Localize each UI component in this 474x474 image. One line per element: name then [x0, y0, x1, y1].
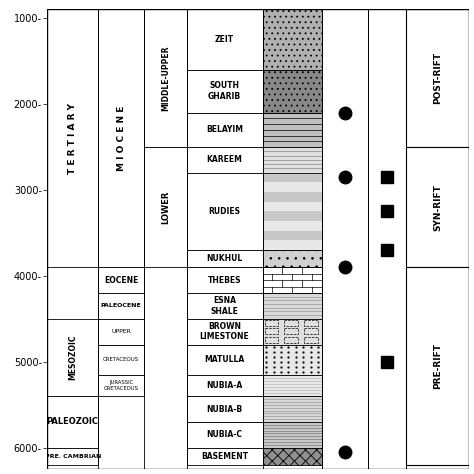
Bar [263, 240, 321, 250]
Text: MATULLA: MATULLA [204, 355, 245, 364]
Bar [304, 337, 318, 343]
Bar [263, 250, 321, 267]
Bar [263, 345, 321, 375]
Bar [187, 345, 263, 375]
Bar [263, 422, 321, 448]
Bar [98, 345, 145, 375]
Text: JURASSIC
CRETACEOUS: JURASSIC CRETACEOUS [104, 380, 139, 391]
Bar [406, 267, 469, 465]
Bar [187, 70, 263, 113]
Text: M I O C E N E: M I O C E N E [117, 106, 126, 171]
Text: NUBIA-A: NUBIA-A [207, 381, 243, 390]
Bar [187, 9, 263, 70]
Bar [263, 319, 321, 345]
Text: MIDDLE-UPPER: MIDDLE-UPPER [161, 46, 170, 111]
Text: UPPER: UPPER [111, 329, 131, 334]
Text: EOCENE: EOCENE [104, 276, 138, 285]
Text: BASEMENT: BASEMENT [201, 452, 248, 461]
Bar [187, 113, 263, 147]
Bar [264, 320, 278, 326]
Bar [263, 9, 321, 70]
Bar [304, 320, 318, 326]
Text: MESOZOIC: MESOZOIC [68, 335, 77, 380]
Bar [47, 396, 98, 448]
Bar [187, 319, 263, 345]
Bar [263, 70, 321, 113]
Bar [187, 396, 263, 422]
Bar [263, 375, 321, 396]
Text: PRE-RIFT: PRE-RIFT [433, 343, 442, 389]
Text: BROWN
LIMESTONE: BROWN LIMESTONE [200, 322, 249, 341]
Bar [47, 9, 98, 267]
Bar [321, 9, 368, 469]
Text: BELAYIM: BELAYIM [206, 125, 243, 134]
Text: ESNA
SHALE: ESNA SHALE [210, 296, 238, 316]
Bar [406, 9, 469, 147]
Bar [145, 147, 187, 267]
Bar [145, 9, 187, 147]
Text: THEBES: THEBES [208, 276, 241, 285]
Bar [263, 173, 321, 182]
Text: SYN-RIFT: SYN-RIFT [433, 184, 442, 230]
Text: T E R T I A R Y: T E R T I A R Y [68, 103, 77, 174]
Bar [187, 293, 263, 319]
Bar [284, 328, 298, 334]
Bar [304, 328, 318, 334]
Text: KAREEM: KAREEM [207, 155, 243, 164]
Bar [187, 250, 263, 267]
Bar [263, 113, 321, 147]
Bar [263, 147, 321, 173]
Text: SOUTH
GHARIB: SOUTH GHARIB [208, 82, 241, 101]
Bar [263, 293, 321, 319]
Bar [187, 375, 263, 396]
Bar [263, 221, 321, 231]
Text: PALEOZOIC: PALEOZOIC [47, 418, 99, 427]
Bar [284, 320, 298, 326]
Bar [47, 319, 98, 396]
Bar [263, 192, 321, 202]
Text: PRE. CAMBRIAN: PRE. CAMBRIAN [45, 454, 101, 459]
Text: LOWER: LOWER [161, 191, 170, 224]
Bar [264, 328, 278, 334]
Bar [284, 337, 298, 343]
Bar [368, 9, 406, 469]
Bar [263, 182, 321, 192]
Text: CRETACEOUS: CRETACEOUS [103, 357, 139, 362]
Bar [47, 448, 98, 465]
Bar [263, 173, 321, 250]
Text: RUDIES: RUDIES [209, 207, 241, 216]
Bar [264, 337, 278, 343]
Bar [187, 147, 263, 173]
Bar [263, 267, 321, 293]
Text: NUBIA-C: NUBIA-C [207, 430, 243, 439]
Bar [98, 375, 145, 396]
Bar [98, 9, 145, 267]
Bar [98, 267, 145, 293]
Bar [263, 396, 321, 422]
Bar [406, 147, 469, 267]
Bar [263, 448, 321, 465]
Text: POST-RIFT: POST-RIFT [433, 52, 442, 104]
Bar [263, 202, 321, 211]
Bar [98, 319, 145, 345]
Bar [187, 173, 263, 250]
Bar [187, 448, 263, 465]
Bar [263, 231, 321, 240]
Bar [187, 267, 263, 293]
Bar [187, 422, 263, 448]
Text: NUBIA-B: NUBIA-B [207, 405, 243, 414]
Bar [98, 293, 145, 319]
Bar [263, 211, 321, 221]
Text: PALEOCENE: PALEOCENE [101, 303, 142, 309]
Text: NUKHUL: NUKHUL [207, 254, 243, 263]
Text: ZEIT: ZEIT [215, 35, 234, 44]
